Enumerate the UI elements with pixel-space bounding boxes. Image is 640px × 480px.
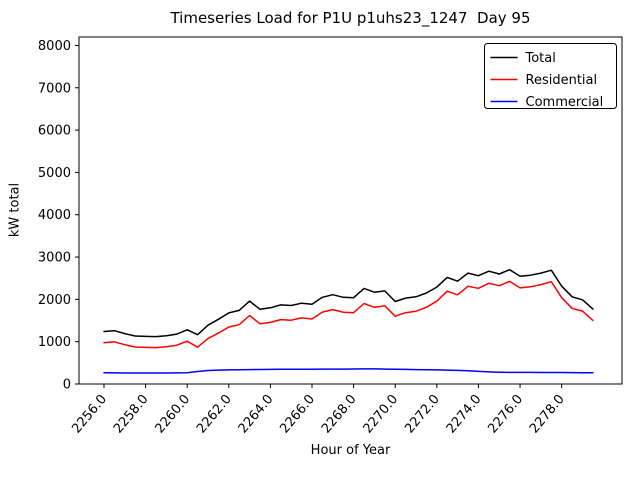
y-tick-label: 7000 — [38, 81, 71, 96]
x-axis-label: Hour of Year — [310, 443, 391, 458]
legend-label-residential: Residential — [526, 73, 598, 88]
x-tick-label: 2272.0 — [402, 392, 443, 436]
y-tick-label: 3000 — [38, 251, 71, 266]
legend-box — [484, 43, 617, 109]
legend-label-total: Total — [525, 51, 556, 66]
x-tick-label: 2262.0 — [194, 392, 235, 436]
x-tick-label: 2264.0 — [236, 392, 277, 436]
x-tick-label: 2276.0 — [485, 392, 526, 436]
y-tick-label: 8000 — [38, 39, 71, 54]
x-tick-label: 2260.0 — [153, 392, 194, 436]
plot-frame — [78, 36, 623, 385]
x-tick-label: 2266.0 — [277, 392, 318, 436]
series-line-residential — [103, 280, 594, 349]
series-line-commercial — [103, 368, 594, 374]
x-tick-label: 2258.0 — [111, 392, 152, 436]
y-tick-label: 6000 — [38, 124, 71, 139]
y-tick-label: 4000 — [38, 208, 71, 223]
x-tick-label: 2278.0 — [527, 392, 568, 436]
y-axis-label: kW total — [7, 182, 23, 238]
x-tick-label: 2268.0 — [319, 392, 360, 436]
series-line-total — [103, 268, 594, 338]
legend-label-commercial: Commercial — [526, 95, 604, 110]
y-tick-label: 0 — [63, 378, 71, 393]
y-tick-label: 5000 — [38, 166, 71, 181]
x-tick-label: 2270.0 — [361, 392, 402, 436]
x-tick-label: 2256.0 — [69, 392, 110, 436]
y-tick-label: 1000 — [38, 335, 71, 350]
chart-title: Timeseries Load for P1U p1uhs23_1247 Day… — [170, 9, 531, 27]
x-tick-label: 2274.0 — [444, 392, 485, 436]
y-tick-label: 2000 — [38, 293, 71, 308]
